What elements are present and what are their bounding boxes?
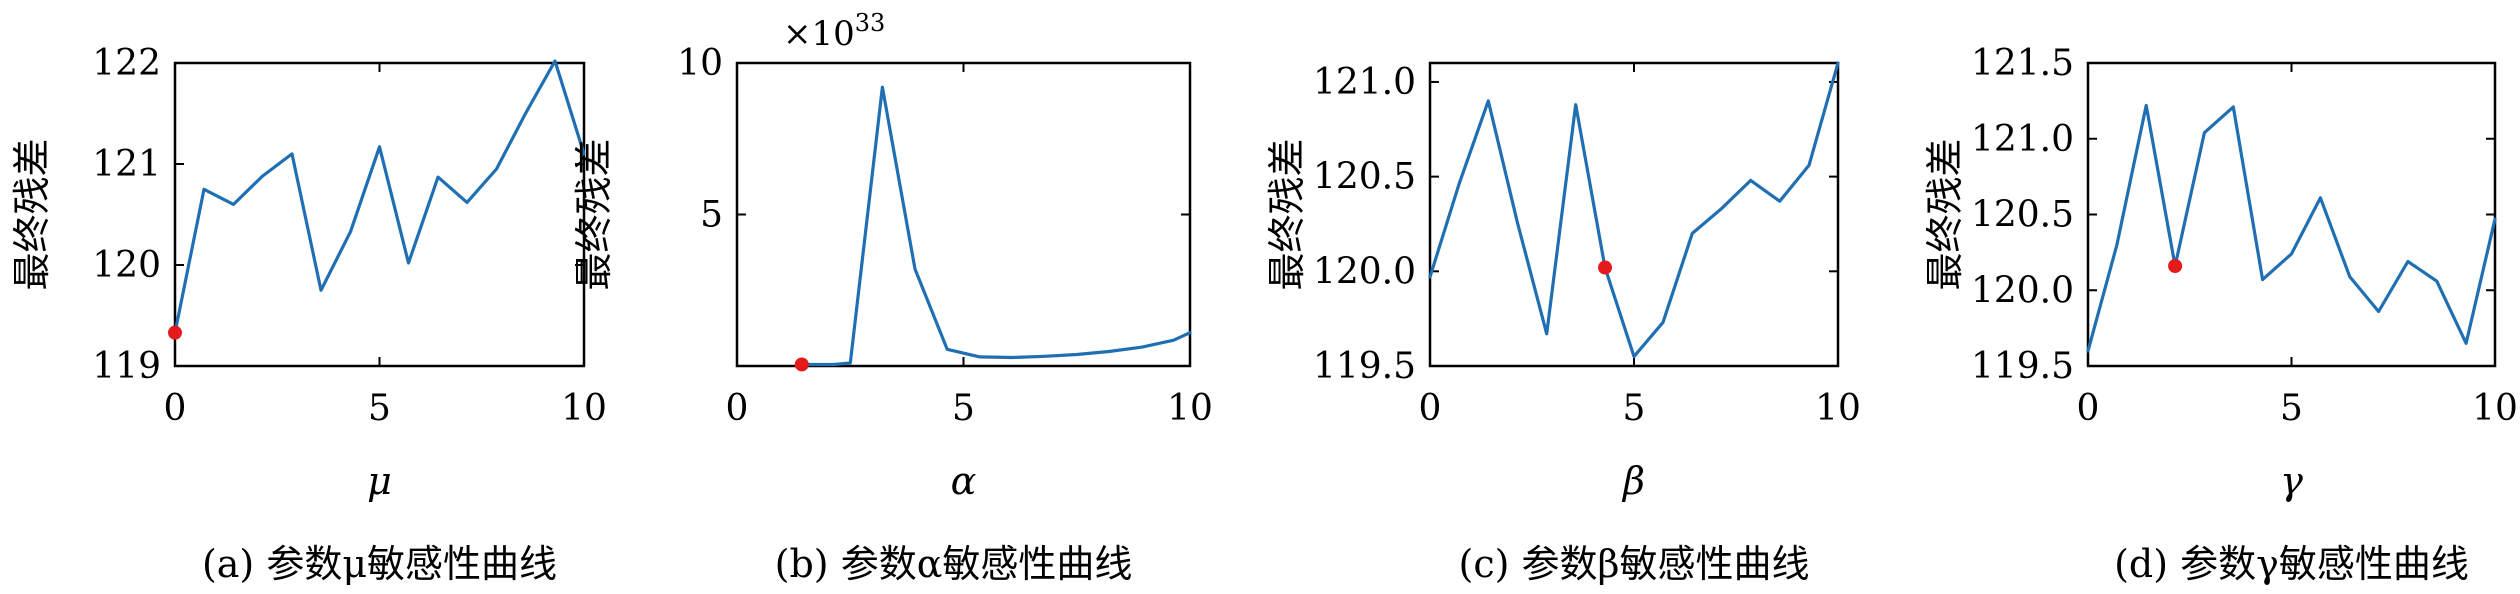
y-tick-label: 120.0 (1313, 251, 1416, 292)
y-tick-label: 121.0 (1313, 62, 1416, 103)
panel-caption: (d) 参数γ敏感性曲线 (2114, 542, 2469, 586)
y-tick-label: 121 (92, 144, 161, 185)
x-tick-label: 0 (726, 388, 749, 429)
panel-caption: (b) 参数α敏感性曲线 (775, 542, 1133, 586)
highlight-point (794, 357, 809, 372)
y-tick-label: 119 (92, 346, 161, 387)
y-axis-label: 最终残差 (10, 138, 54, 290)
x-axis-label: γ (2280, 459, 2303, 503)
y-tick-label: 119.5 (1971, 346, 2074, 387)
x-tick-label: 5 (1623, 388, 1646, 429)
highlight-point (168, 325, 182, 340)
plot-frame (173, 61, 586, 368)
y-axis-label: 最终残差 (1265, 138, 1309, 290)
y-tick-label: 5 (700, 195, 723, 236)
y-scale-label: ×1033 (783, 9, 885, 54)
x-axis-label: μ (367, 459, 392, 503)
series-line (173, 59, 586, 335)
x-tick-label: 0 (1419, 388, 1442, 429)
x-tick-label: 10 (2472, 388, 2518, 429)
y-axis-label: 最终残差 (1923, 138, 1967, 290)
highlight-point (1598, 260, 1613, 275)
x-tick-label: 5 (368, 388, 391, 429)
y-tick-label: 120 (92, 245, 161, 286)
x-tick-label: 5 (2280, 388, 2303, 429)
x-tick-label: 0 (164, 388, 187, 429)
x-tick-label: 5 (952, 388, 975, 429)
y-tick-label: 120.0 (1971, 270, 2074, 311)
y-tick-label: 120.5 (1971, 195, 2074, 236)
y-scale-base: ×10 (783, 14, 855, 54)
y-tick-label: 120.5 (1313, 157, 1416, 198)
y-axis-label: 最终残差 (572, 138, 616, 290)
x-tick-label: 0 (2077, 388, 2100, 429)
panel-caption: (a) 参数μ敏感性曲线 (202, 542, 557, 586)
chart-panel-1: 0 5 10 5 10 ×1033 最终残差 α (b) 参数α敏感性曲线 (572, 9, 1213, 586)
y-tick-label: 121.0 (1971, 119, 2074, 160)
y-tick-label: 119.5 (1313, 346, 1416, 387)
x-axis-label: β (1621, 459, 1645, 503)
x-tick-label: 10 (561, 388, 607, 429)
panel-caption: (c) 参数β敏感性曲线 (1459, 542, 1810, 586)
y-scale-exponent: 33 (855, 9, 886, 37)
y-tick-label: 122 (92, 43, 161, 84)
x-tick-label: 10 (1815, 388, 1861, 429)
series-line (2086, 103, 2497, 353)
chart-panel-0: 0 5 10 119 120 121 122 最终残差 μ (a) 参数μ敏感性曲线 (10, 43, 607, 586)
chart-panel-3: 0 5 10 119.5 120.0 120.5 121.0 121.5 最终残差 γ (d) 参数… (1923, 43, 2518, 586)
y-tick-label: 10 (677, 43, 723, 84)
x-tick-label: 10 (1167, 388, 1213, 429)
series-line (800, 85, 1192, 367)
y-tick-label: 121.5 (1971, 43, 2074, 84)
plot-frame (735, 61, 1192, 368)
series-line (1428, 61, 1840, 359)
x-axis-label: α (951, 459, 977, 503)
highlight-point (2168, 259, 2183, 274)
plot-frame (2086, 61, 2497, 368)
